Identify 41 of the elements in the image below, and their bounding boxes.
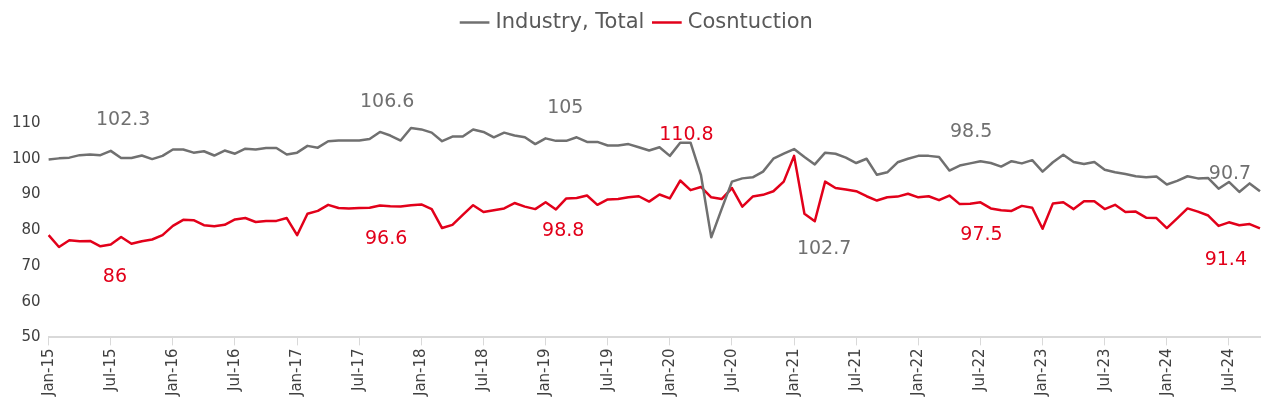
legend-label: Industry, Total [495,8,645,33]
x-tick-label: Jan-16 [162,348,181,397]
x-tick-label: Jan-19 [535,348,554,397]
y-tick-label: 100 [11,148,41,167]
annotation: 97.5 [960,222,1003,245]
y-tick-label: 70 [21,255,41,274]
y-tick-label: 60 [21,291,41,310]
y-tick-label: 80 [21,220,41,239]
x-tick-label: Jul-19 [597,348,616,392]
legend-label: Cosntuction [687,8,813,33]
y-tick-label: 50 [21,327,41,346]
annotation: 110.8 [659,122,714,145]
annotation: 98.8 [542,218,585,241]
x-tick-label: Jul-16 [224,348,243,392]
x-tick-label: Jul-22 [970,348,989,392]
x-tick-label: Jul-17 [349,348,368,392]
text: 106.6 [359,89,415,112]
x-tick-label: Jul-21 [846,348,865,392]
x-tick-label: Jul-23 [1094,348,1113,392]
annotation: 98.5 [949,119,993,142]
annotation: 91.4 [1204,247,1247,270]
annotation: 90.7 [1208,161,1252,184]
x-tick-label: Jan-15 [38,348,57,397]
x-tick-label: Jan-23 [1032,348,1051,397]
annotation: 102.3 [95,106,151,129]
annotation: 102.7 [796,235,852,258]
x-tick-label: Jan-24 [1156,348,1175,397]
x-tick-label: Jan-22 [908,348,927,397]
x-tick-label: Jul-18 [473,348,492,392]
x-tick-label: Jan-20 [659,348,678,397]
x-tick-label: Jan-17 [287,348,306,397]
text: 105 [547,94,584,117]
x-tick-label: Jul-15 [100,348,119,392]
annotation: 96.6 [365,226,408,249]
y-tick-label: 110 [11,112,41,131]
x-tick-label: Jan-21 [783,348,802,397]
x-tick-label: Jul-24 [1218,348,1237,392]
y-tick-label: 90 [21,184,41,203]
annotation: 86 [102,263,127,286]
x-tick-label: Jul-20 [721,348,740,392]
x-tick-label: Jan-18 [411,348,430,397]
